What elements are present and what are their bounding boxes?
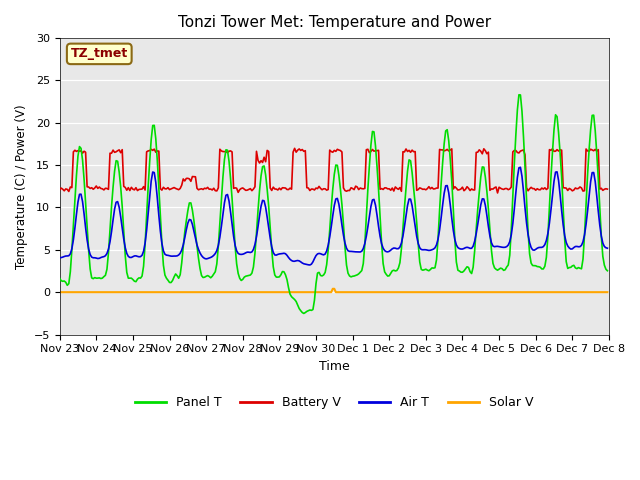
Title: Tonzi Tower Met: Temperature and Power: Tonzi Tower Met: Temperature and Power (178, 15, 491, 30)
X-axis label: Time: Time (319, 360, 349, 373)
Y-axis label: Temperature (C) / Power (V): Temperature (C) / Power (V) (15, 104, 28, 269)
Legend: Panel T, Battery V, Air T, Solar V: Panel T, Battery V, Air T, Solar V (130, 391, 539, 414)
Text: TZ_tmet: TZ_tmet (70, 48, 128, 60)
